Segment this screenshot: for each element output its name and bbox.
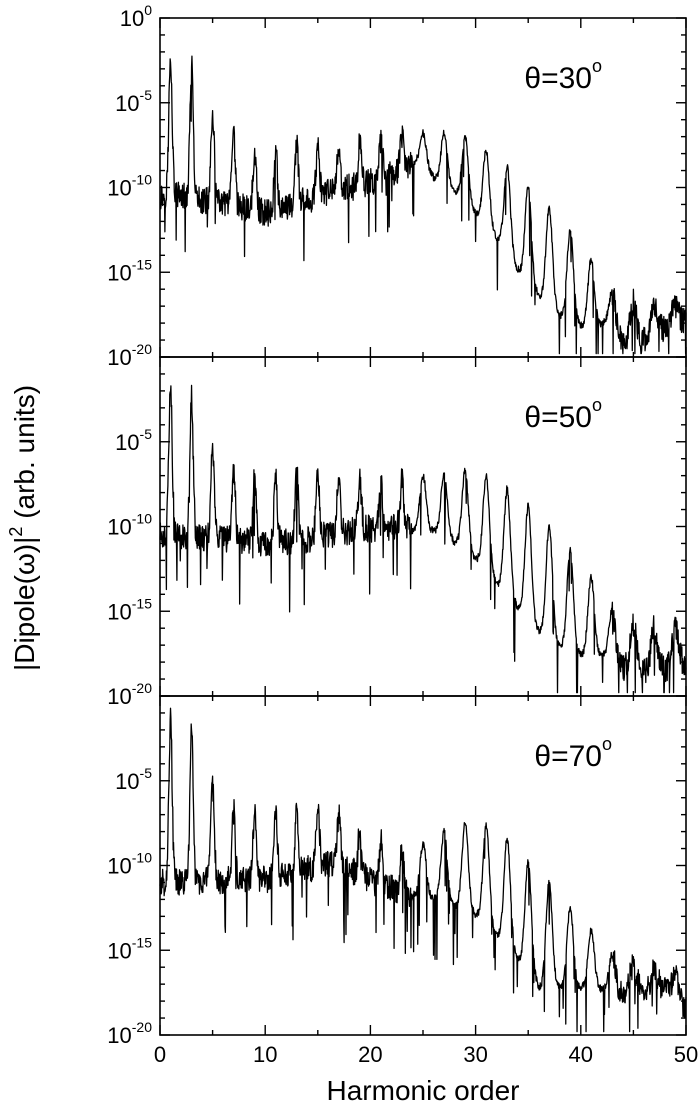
- y-tick-label: 10-10: [107, 511, 152, 540]
- x-tick-label: 20: [358, 1042, 382, 1067]
- y-tick-label: 10-10: [107, 850, 152, 879]
- x-axis-tick-labels: 0 10 20 30 40 50: [154, 1042, 698, 1067]
- spectrum-line: [159, 707, 687, 1033]
- y-tick-label: 10-10: [107, 172, 152, 201]
- panel-label: θ=70o: [534, 734, 612, 773]
- x-tick-label: 30: [463, 1042, 487, 1067]
- panel-3: 10-5 10-10 10-15 10-20 θ=70o: [107, 695, 687, 1048]
- y-tick-label: 10-15: [107, 595, 152, 624]
- panel-1: 100 10-5 10-10 10-15 10-20 θ=30o: [107, 2, 687, 370]
- x-tick-label: 40: [569, 1042, 593, 1067]
- y-axis-title: |Dipole(ω)|2 (arb. units): [6, 385, 40, 671]
- y-tick-label: 10-20: [107, 341, 152, 370]
- panel-label: θ=50o: [524, 395, 602, 434]
- y-tick-label: 10-5: [115, 765, 152, 794]
- spectrum-line: [159, 55, 687, 355]
- x-tick-label: 50: [674, 1042, 698, 1067]
- y-tick-label: 10-15: [107, 256, 152, 285]
- y-tick-label: 10-20: [107, 1019, 152, 1048]
- y-tick-label: 10-5: [115, 426, 152, 455]
- y-tick-label: 10-5: [115, 87, 152, 116]
- y-axis-title-main: |Dipole(ω)|: [9, 537, 40, 671]
- panels: 100 10-5 10-10 10-15 10-20 θ=30o 10-5 10-10 10-1…: [107, 2, 687, 1048]
- spectrum-line: [159, 384, 687, 694]
- panel-label: θ=30o: [524, 56, 602, 95]
- y-axis-title-units: (arb. units): [9, 385, 40, 527]
- x-tick-label: 0: [154, 1042, 166, 1067]
- x-axis-title: Harmonic order: [327, 1075, 520, 1106]
- y-axis-title-superscript: 2: [6, 527, 26, 537]
- x-tick-label: 10: [253, 1042, 277, 1067]
- panel-2: 10-5 10-10 10-15 10-20 θ=50o: [107, 356, 687, 709]
- plot-frame: [159, 17, 687, 358]
- y-tick-label: 10-15: [107, 934, 152, 963]
- y-tick-label: 100: [120, 2, 152, 31]
- y-tick-label: 10-20: [107, 680, 152, 709]
